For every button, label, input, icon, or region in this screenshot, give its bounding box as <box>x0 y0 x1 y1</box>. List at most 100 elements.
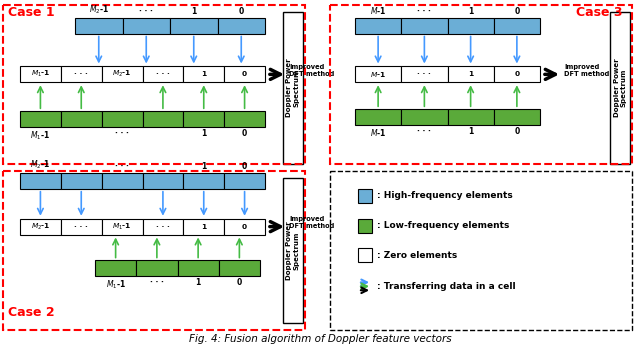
Bar <box>3 5 305 164</box>
Text: $M_1$-1: $M_1$-1 <box>106 279 125 291</box>
Text: $M_2$-1: $M_2$-1 <box>31 222 50 232</box>
Text: Improved
DFT method: Improved DFT method <box>564 64 609 77</box>
Text: 0: 0 <box>242 162 247 171</box>
Bar <box>102 218 143 235</box>
Text: Case 2: Case 2 <box>8 306 54 319</box>
Bar <box>493 109 540 125</box>
Bar <box>493 18 540 34</box>
Bar <box>75 18 122 34</box>
Bar <box>355 66 401 82</box>
Text: $M_2$-1: $M_2$-1 <box>30 158 51 171</box>
Bar <box>447 109 493 125</box>
Text: 1: 1 <box>195 279 201 287</box>
Text: 0: 0 <box>237 279 242 287</box>
Bar <box>358 189 372 203</box>
Text: Fig. 4: Fusion algorithm of Doppler feature vectors: Fig. 4: Fusion algorithm of Doppler feat… <box>189 334 451 344</box>
Bar <box>183 173 224 189</box>
Bar <box>183 218 224 235</box>
Bar <box>61 66 102 82</box>
Bar <box>102 66 143 82</box>
Text: · · ·: · · · <box>417 71 431 77</box>
Text: $M_2$-1: $M_2$-1 <box>89 3 109 16</box>
Text: Improved
DFT method: Improved DFT method <box>289 64 334 77</box>
Text: $M_2$-1: $M_2$-1 <box>112 69 132 80</box>
Text: · · ·: · · · <box>115 129 129 138</box>
Bar <box>95 260 136 276</box>
Text: 0: 0 <box>515 127 520 136</box>
Text: $M$-1: $M$-1 <box>370 5 387 16</box>
Bar <box>610 12 630 164</box>
Bar <box>20 66 61 82</box>
Text: 1: 1 <box>201 129 206 138</box>
Text: · · ·: · · · <box>417 7 431 16</box>
Text: Doppler Power
Spectrum: Doppler Power Spectrum <box>287 59 300 117</box>
Bar <box>447 18 493 34</box>
Text: 0: 0 <box>239 7 244 16</box>
Text: · · ·: · · · <box>417 127 431 136</box>
Bar <box>20 218 61 235</box>
Text: $M$-1: $M$-1 <box>370 127 387 138</box>
Text: 0: 0 <box>515 7 520 16</box>
Text: · · ·: · · · <box>74 224 88 230</box>
Bar <box>358 248 372 262</box>
Text: 0: 0 <box>515 71 520 77</box>
Text: 1: 1 <box>468 71 473 77</box>
Bar <box>283 12 303 164</box>
Bar <box>61 218 102 235</box>
Text: · · ·: · · · <box>156 224 170 230</box>
Bar <box>224 111 265 127</box>
Text: · · ·: · · · <box>156 71 170 77</box>
Text: · · ·: · · · <box>115 162 129 171</box>
Text: $M_1$-1: $M_1$-1 <box>112 222 132 232</box>
Bar <box>102 111 143 127</box>
Text: 1: 1 <box>201 224 206 230</box>
Bar <box>136 260 177 276</box>
Text: $M_1$-1: $M_1$-1 <box>31 69 50 80</box>
Bar <box>143 173 183 189</box>
Text: Case 1: Case 1 <box>8 6 54 18</box>
Text: : High-frequency elements: : High-frequency elements <box>377 191 513 200</box>
Bar <box>358 218 372 232</box>
Text: Case 3: Case 3 <box>577 6 623 18</box>
Text: 0: 0 <box>242 71 247 77</box>
Bar <box>219 260 260 276</box>
Bar <box>20 173 61 189</box>
Bar <box>170 18 218 34</box>
Bar <box>143 111 183 127</box>
Bar <box>330 171 632 330</box>
Bar <box>183 66 224 82</box>
Text: Doppler Power
Spectrum: Doppler Power Spectrum <box>614 59 627 117</box>
Bar <box>224 218 265 235</box>
Text: 1: 1 <box>468 127 473 136</box>
Bar <box>218 18 265 34</box>
Text: 0: 0 <box>242 129 247 138</box>
Bar <box>355 109 401 125</box>
Bar <box>20 111 61 127</box>
Bar <box>3 171 305 330</box>
Text: $M$-1: $M$-1 <box>370 70 386 79</box>
Bar <box>401 66 447 82</box>
Bar <box>143 218 183 235</box>
Text: · · ·: · · · <box>74 71 88 77</box>
Text: 1: 1 <box>191 7 196 16</box>
Text: : Transferring data in a cell: : Transferring data in a cell <box>377 282 516 291</box>
Text: Doppler Power
Spectrum: Doppler Power Spectrum <box>287 221 300 280</box>
Bar <box>102 173 143 189</box>
Text: · · ·: · · · <box>140 7 153 16</box>
Bar <box>330 5 632 164</box>
Bar <box>493 66 540 82</box>
Bar <box>224 66 265 82</box>
Bar <box>183 111 224 127</box>
Text: : Low-frequency elements: : Low-frequency elements <box>377 221 509 230</box>
Bar <box>177 260 219 276</box>
Bar <box>61 111 102 127</box>
Bar <box>283 178 303 323</box>
Text: 0: 0 <box>242 224 247 230</box>
Bar <box>61 173 102 189</box>
Bar <box>401 109 447 125</box>
Bar <box>224 173 265 189</box>
Text: 1: 1 <box>468 7 473 16</box>
Bar <box>447 66 493 82</box>
Text: · · ·: · · · <box>150 279 164 287</box>
Bar <box>143 66 183 82</box>
